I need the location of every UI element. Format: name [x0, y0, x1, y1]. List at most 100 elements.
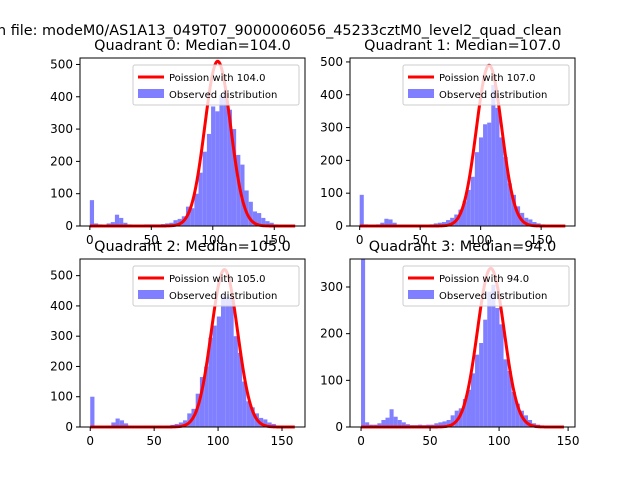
quadrant-1-bar-21	[446, 220, 451, 226]
quadrant-1-bar-34	[499, 137, 504, 226]
quadrant-3-bar-19	[438, 422, 443, 427]
quadrant-0-bar-40	[257, 213, 262, 226]
quadrant-2-bar-31	[221, 295, 226, 427]
quadrant-3-bar-27	[470, 373, 476, 427]
quadrant-0-bar-42	[265, 221, 270, 226]
quadrant-3-bar-37	[511, 392, 516, 427]
figure-suptitle: n file: modeM0/AS1A13_049T07_9000006056_…	[0, 23, 562, 39]
quadrant-2-bar-0	[90, 396, 95, 427]
quadrant-2-bar-32	[225, 296, 230, 427]
quadrant-1-bar-30	[483, 124, 488, 226]
quadrant-1-ytick-label-200: 200	[320, 153, 343, 167]
quadrant-0-legend-box	[132, 64, 300, 106]
quadrant-0-bar-28	[206, 133, 212, 226]
quadrant-1-legend-box	[402, 64, 570, 106]
quadrant-0-bar-27	[202, 151, 207, 226]
quadrant-1-bar-40	[524, 217, 529, 226]
quadrant-2-bar-33	[229, 296, 234, 427]
quadrant-3-bar-32	[491, 284, 496, 427]
quadrant-1-legend-poisson-label: Poission with 107.0	[439, 73, 535, 84]
quadrant-0-bar-32	[223, 90, 228, 226]
quadrant-1-bar-0	[359, 194, 364, 226]
quadrant-3-bar-36	[507, 371, 512, 427]
quadrant-0-bar-34	[231, 129, 237, 226]
quadrant-1-xtick-label-150: 150	[530, 233, 553, 247]
quadrant-2-bar-26	[199, 377, 205, 427]
quadrant-1-legend-bar-swatch	[408, 89, 434, 98]
quadrant-2-xtick-label-100: 100	[207, 434, 230, 448]
quadrant-3-bar-6	[385, 417, 390, 427]
quadrant-0-bar-43	[269, 222, 274, 226]
quadrant-0-panel: Quadrant 0: Median=104.0 0 50 100 150 0 100 20…	[50, 38, 306, 247]
quadrant-3-bar-26	[466, 389, 471, 427]
quadrant-2-bar-34	[233, 336, 238, 427]
quadrant-0-xtick-label-100: 100	[201, 233, 224, 247]
quadrant-3-panel: Quadrant 3: Median=94.0 0 50 100 150 0 100 200…	[320, 239, 579, 448]
quadrant-2-legend-bar-swatch	[138, 290, 164, 299]
quadrant-3-legend-poisson-label: Poission with 94.0	[439, 274, 529, 285]
quadrant-0-bars	[89, 90, 299, 227]
quadrant-0-bar-0	[89, 200, 95, 226]
quadrant-0-bar-25	[194, 193, 199, 226]
quadrant-3-ytick-label-0: 0	[335, 420, 343, 434]
quadrant-1-bar-26	[466, 189, 471, 226]
quadrant-0-bar-5	[110, 222, 115, 226]
quadrant-2-legend-poisson-label: Poission with 105.0	[169, 274, 265, 285]
quadrant-1-bar-25	[462, 201, 467, 226]
quadrant-3-bar-4	[377, 423, 382, 427]
quadrant-3-bar-5	[381, 420, 386, 427]
quadrant-3-legend-box	[402, 265, 570, 307]
quadrant-3-bar-0	[361, 259, 366, 427]
quadrant-0-bar-39	[252, 211, 258, 226]
quadrant-3-bar-33	[495, 308, 500, 427]
quadrant-2-xtick-label-0: 0	[86, 434, 94, 448]
quadrant-0-title: Quadrant 0: Median=104.0	[94, 38, 291, 54]
quadrant-2-bar-35	[237, 352, 243, 427]
quadrant-1-panel: Quadrant 1: Median=107.0 0 50 100 150 0 100 20…	[320, 38, 576, 247]
quadrant-1-bar-6	[384, 218, 389, 226]
quadrant-2-bar-23	[187, 413, 192, 427]
quadrant-0-bar-29	[211, 106, 216, 226]
quadrant-3-xtick-label-150: 150	[557, 434, 580, 448]
quadrant-3-bar-9	[397, 420, 402, 427]
quadrant-3-bar-7	[389, 409, 394, 427]
quadrant-2-bar-5	[111, 422, 116, 427]
quadrant-3-ytick-label-200: 200	[320, 327, 343, 341]
quadrant-3-legend-observed-label: Observed distribution	[439, 291, 547, 302]
quadrant-0-bar-35	[236, 154, 241, 226]
quadrant-3-ytick-label-100: 100	[320, 373, 343, 387]
quadrant-2-ytick-label-500: 500	[50, 269, 73, 283]
quadrant-1-bar-27	[470, 176, 475, 226]
quadrant-0-bar-37	[244, 190, 249, 226]
quadrant-3-bar-30	[483, 319, 488, 427]
quadrant-3-bar-22	[450, 415, 455, 427]
quadrant-0-legend-observed-label: Observed distribution	[169, 90, 277, 101]
quadrant-2-bar-41	[263, 419, 268, 427]
quadrant-2-ticks: 0 50 100 150 0 100 200 300 400 500	[50, 269, 293, 448]
quadrant-0-bar-20	[173, 220, 178, 226]
quadrant-0-bar-8	[123, 222, 128, 226]
quadrant-1-bar-36	[507, 183, 512, 226]
quadrant-1-bar-41	[528, 219, 533, 226]
quadrant-0-bar-38	[248, 201, 253, 226]
quadrant-1-xtick-label-0: 0	[356, 233, 364, 247]
quadrant-1-bar-24	[458, 209, 463, 226]
quadrant-0-bar-26	[198, 172, 203, 226]
quadrant-1-bar-8	[392, 222, 397, 226]
quadrant-3-bar-1	[365, 422, 370, 427]
quadrant-3-bar-25	[462, 399, 467, 427]
quadrant-2-legend-box	[132, 265, 300, 307]
quadrant-2-bar-37	[246, 401, 251, 427]
quadrant-1-bar-32	[491, 84, 496, 226]
quadrant-2-title: Quadrant 2: Median=105.0	[94, 239, 291, 255]
quadrant-0-bar-30	[215, 111, 220, 226]
quadrant-0-ytick-label-200: 200	[50, 154, 73, 168]
quadrant-2-xtick-label-150: 150	[271, 434, 294, 448]
quadrant-1-ytick-label-100: 100	[320, 186, 343, 200]
quadrant-3-bar-31	[487, 291, 492, 427]
quadrant-1-bar-37	[511, 194, 516, 226]
quadrant-1-xtick-label-100: 100	[469, 233, 492, 247]
quadrant-3-xtick-label-50: 50	[422, 434, 437, 448]
quadrant-3-bar-38	[515, 403, 520, 427]
quadrant-1-legend-observed-label: Observed distribution	[439, 90, 547, 101]
